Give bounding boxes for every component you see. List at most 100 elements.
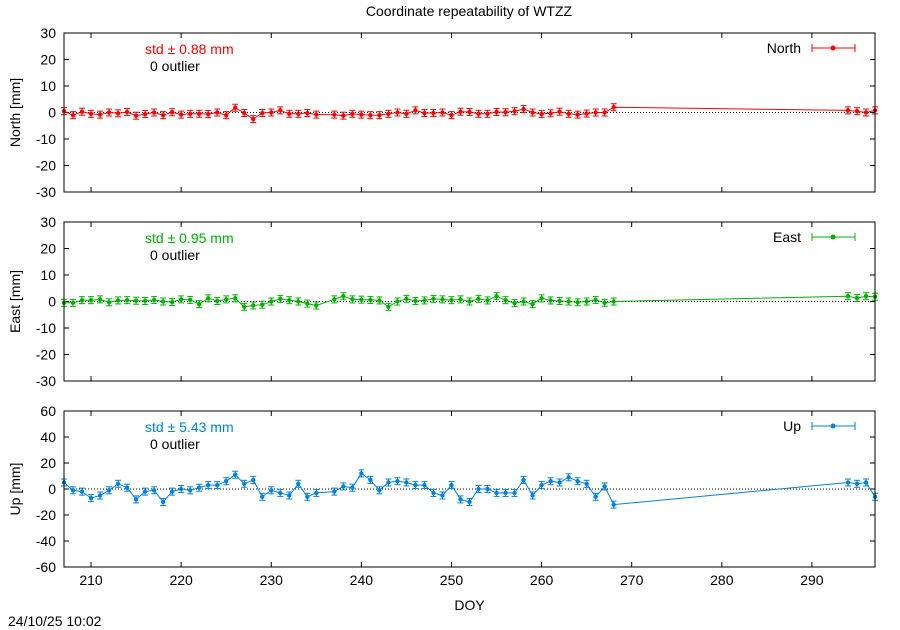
data-marker (151, 297, 157, 303)
data-marker (359, 297, 364, 302)
y-tick-label: -60 (36, 559, 56, 575)
data-marker (539, 296, 544, 301)
data-point (124, 296, 131, 305)
data-point (250, 115, 257, 124)
data-point (385, 109, 392, 118)
data-point (565, 109, 572, 118)
data-marker (142, 111, 148, 117)
y-tick-label: 10 (40, 78, 56, 94)
data-point (376, 486, 383, 495)
data-point (556, 107, 563, 116)
data-point (403, 109, 410, 118)
data-point (484, 109, 491, 118)
panel-north: -30 -20 -10 0 10 20 30 North [mm] std ± 0.88 mm0… (7, 25, 878, 200)
y-tick-label: 0 (48, 294, 56, 310)
data-marker (79, 109, 85, 114)
data-point (223, 111, 230, 120)
data-point (601, 298, 608, 307)
data-marker (422, 110, 427, 116)
data-marker (557, 298, 562, 304)
data-marker (431, 296, 436, 302)
data-marker (332, 297, 337, 302)
data-marker (115, 298, 121, 303)
data-marker (305, 301, 310, 306)
data-point (259, 300, 266, 309)
data-marker (70, 112, 76, 118)
panel-east: -30 -20 -10 0 10 20 30 East [mm] std ± 0.95 mm0 … (7, 214, 878, 389)
data-point (430, 294, 437, 303)
data-marker (395, 299, 400, 304)
data-point (232, 470, 239, 479)
x-tick-label: 220 (169, 572, 193, 588)
data-marker (548, 479, 553, 484)
data-point (862, 292, 869, 301)
x-tick-label: 210 (79, 572, 103, 588)
data-point (187, 486, 194, 495)
y-tick-label: 20 (40, 241, 56, 257)
data-marker (115, 111, 121, 116)
x-tick-label: 240 (350, 572, 374, 588)
data-point (214, 296, 221, 305)
data-marker (557, 480, 562, 485)
data-point (493, 107, 500, 116)
data-point (403, 294, 410, 303)
x-tick-label: 260 (530, 572, 554, 588)
data-marker (449, 112, 454, 118)
data-marker (566, 111, 571, 117)
data-point (106, 486, 113, 495)
data-point (106, 108, 113, 117)
data-marker (494, 294, 499, 299)
data-point (259, 109, 266, 118)
data-point (187, 109, 194, 118)
y-tick-label: 30 (40, 214, 56, 230)
data-point (133, 111, 140, 120)
data-point (70, 111, 77, 120)
data-marker (575, 300, 580, 305)
data-marker (88, 495, 94, 501)
data-point (502, 296, 509, 305)
data-point (853, 294, 860, 303)
data-marker (377, 298, 382, 303)
y-axis-label: North [mm] (7, 78, 23, 147)
data-marker (566, 299, 571, 304)
data-marker (440, 110, 445, 115)
data-marker (251, 477, 256, 483)
data-point (592, 492, 599, 501)
data-point (196, 109, 203, 118)
data-marker (557, 109, 562, 114)
data-point (574, 110, 581, 119)
data-marker (296, 481, 301, 486)
data-point (304, 492, 311, 501)
data-marker (413, 108, 418, 113)
data-marker (863, 480, 869, 485)
data-point (151, 108, 158, 117)
data-marker (106, 488, 112, 493)
data-marker (845, 480, 851, 485)
data-marker (214, 482, 220, 488)
data-marker (386, 111, 391, 117)
data-marker (332, 112, 337, 117)
data-point (547, 296, 554, 305)
y-tick-label: 0 (48, 105, 56, 121)
data-point (268, 108, 275, 117)
data-marker (602, 300, 607, 306)
data-point (367, 475, 374, 484)
data-point (538, 294, 545, 303)
data-point (331, 295, 338, 304)
data-point (349, 483, 356, 492)
data-point (241, 109, 248, 118)
data-marker (314, 303, 319, 308)
data-marker (539, 482, 544, 488)
data-point (214, 481, 221, 490)
data-point (160, 297, 167, 306)
data-marker (863, 110, 869, 115)
data-marker (845, 294, 851, 299)
data-marker (521, 106, 526, 112)
data-marker (530, 110, 535, 115)
data-marker (548, 111, 553, 116)
data-marker (133, 497, 139, 502)
data-marker (242, 481, 247, 486)
x-tick-label: 230 (260, 572, 284, 588)
data-point (313, 488, 320, 497)
y-tick-label: 20 (40, 52, 56, 68)
